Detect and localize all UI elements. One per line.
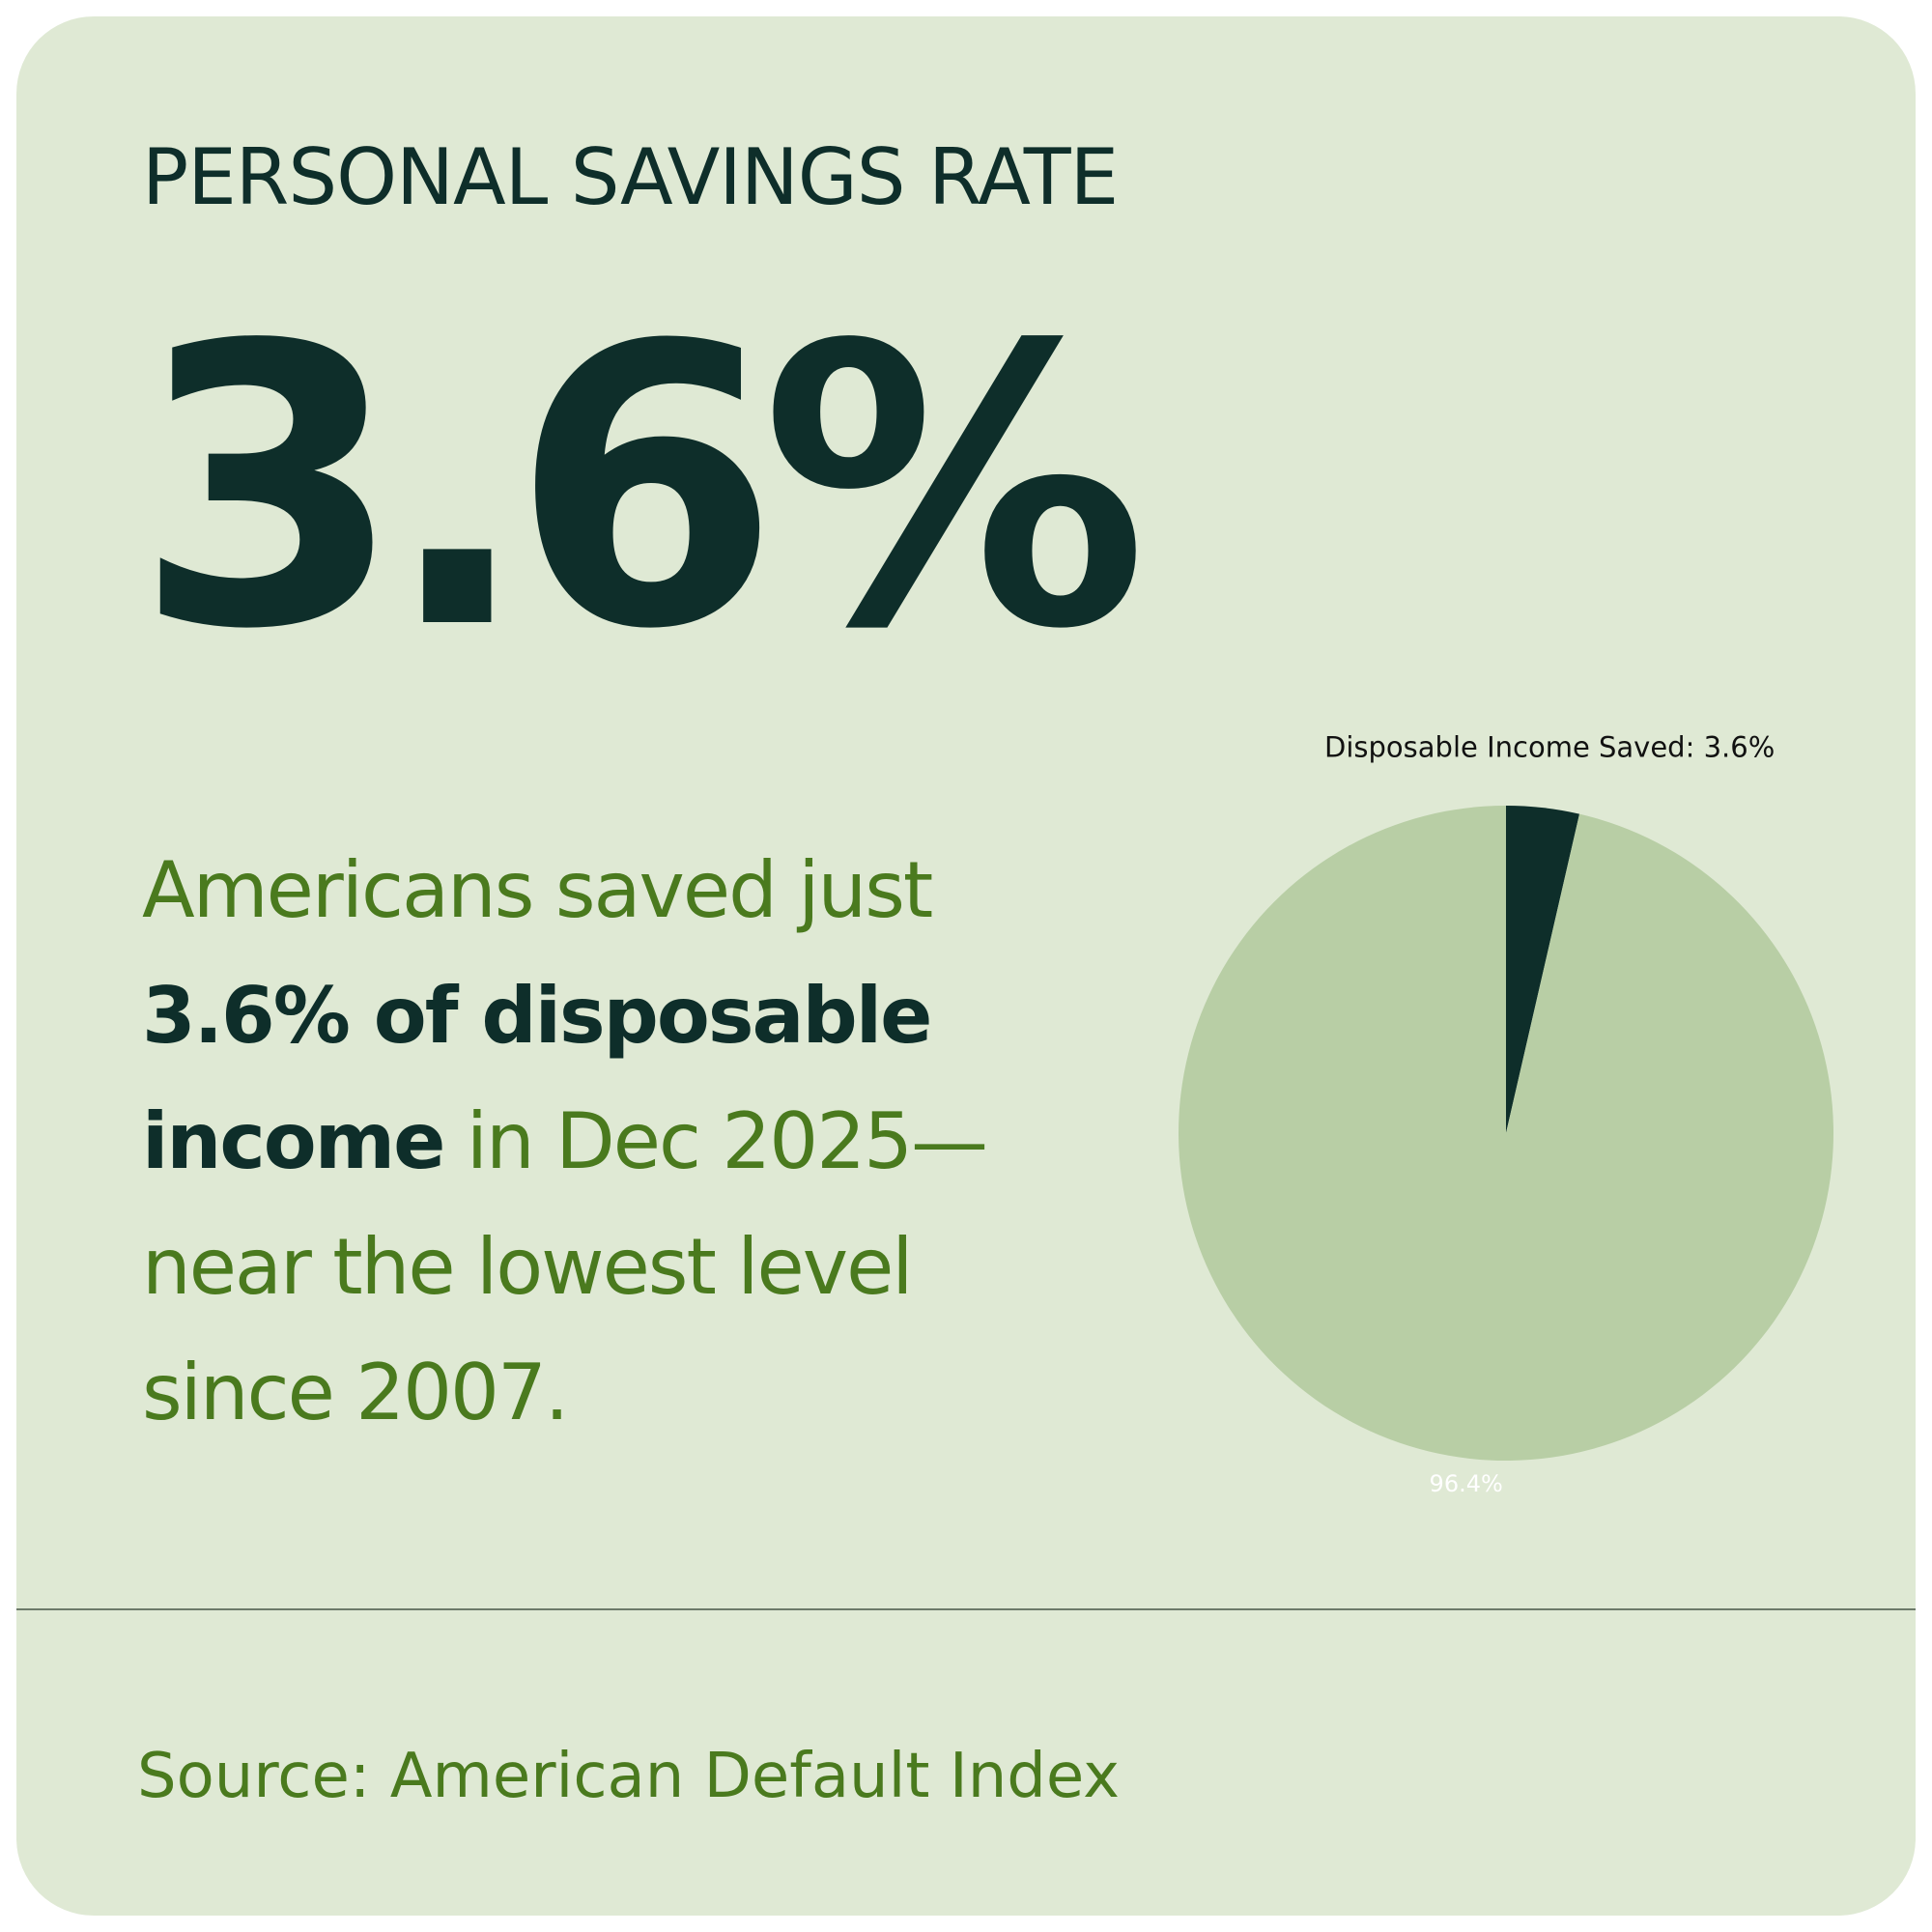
- pie-slice: [1179, 806, 1834, 1461]
- description-text: Americans saved just: [142, 845, 933, 935]
- card: PERSONAL SAVINGS RATE 3.6% Americans sav…: [16, 16, 1916, 1916]
- description: Americans saved just 3.6% of disposable …: [142, 828, 992, 1456]
- description-text: in Dec 2025—near the lowest level since …: [142, 1096, 988, 1437]
- divider: [16, 1608, 1916, 1610]
- source: Source: American Default Index: [137, 1741, 1120, 1812]
- headline-stat: 3.6%: [134, 265, 1148, 714]
- slice-label: Disposable Income Saved: 3.6%: [1324, 731, 1775, 764]
- pie-slice: [1506, 806, 1580, 1133]
- pie-chart: Disposable Income Saved: 3.6% 96.4%: [1179, 731, 1834, 1497]
- title: PERSONAL SAVINGS RATE: [142, 132, 1119, 222]
- description-bold: 3.6% of disposable income: [142, 971, 932, 1186]
- slice-label: 96.4%: [1430, 1470, 1503, 1497]
